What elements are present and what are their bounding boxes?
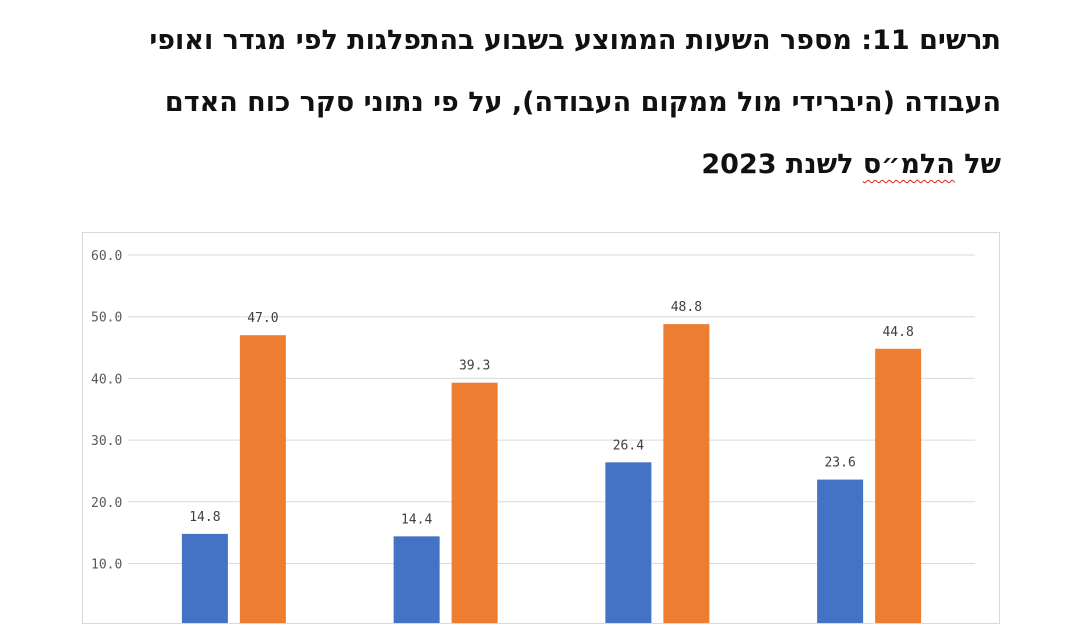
y-tick-label: 10.0 [91,558,122,573]
bar-series-1 [605,462,652,623]
data-label: 39.3 [459,359,490,374]
bar-chart: 60.0 50.0 40.0 30.0 20.0 10.0 14.8 47.0 14.4 39.3… [91,249,975,623]
title-line-1: תרשים 11: מספר השעות הממוצע בשבוע בהתפלג… [149,25,1001,56]
bar-series-1 [393,536,440,623]
data-label: 48.8 [671,300,702,315]
y-tick-label: 30.0 [91,434,122,449]
chart-area: 60.0 50.0 40.0 30.0 20.0 10.0 14.8 47.0 14.4 39.3… [82,232,1000,624]
y-tick-label: 20.0 [91,496,122,511]
data-label: 47.0 [247,311,278,326]
data-label: 14.8 [189,510,220,525]
y-tick-label: 50.0 [91,311,122,326]
bar-series-1 [181,533,228,623]
chart-title: תרשים 11: מספר השעות הממוצע בשבוע בהתפלג… [61,10,1001,196]
bar-series-2 [451,382,498,623]
bar-series-2 [239,335,286,623]
data-label: 44.8 [882,325,913,340]
title-line-3-prefix: של [954,149,1001,180]
title-line-3-suffix: לשנת 2023 [701,149,863,180]
data-label: 23.6 [824,456,855,471]
bar-series-2 [663,324,710,623]
data-label: 14.4 [401,512,432,527]
bar-series-2 [875,348,922,623]
spellcheck-marked-word: הלמ״ס [862,149,955,180]
title-line-2: העבודה (היברידי מול ממקום העבודה), על פי… [164,87,1001,118]
y-tick-label: 40.0 [91,372,122,387]
data-label: 26.4 [613,438,644,453]
title-line-3: של הלמ״ס לשנת 2023 [61,134,1001,196]
y-tick-label: 60.0 [91,249,122,264]
bar-series-1 [817,479,864,623]
